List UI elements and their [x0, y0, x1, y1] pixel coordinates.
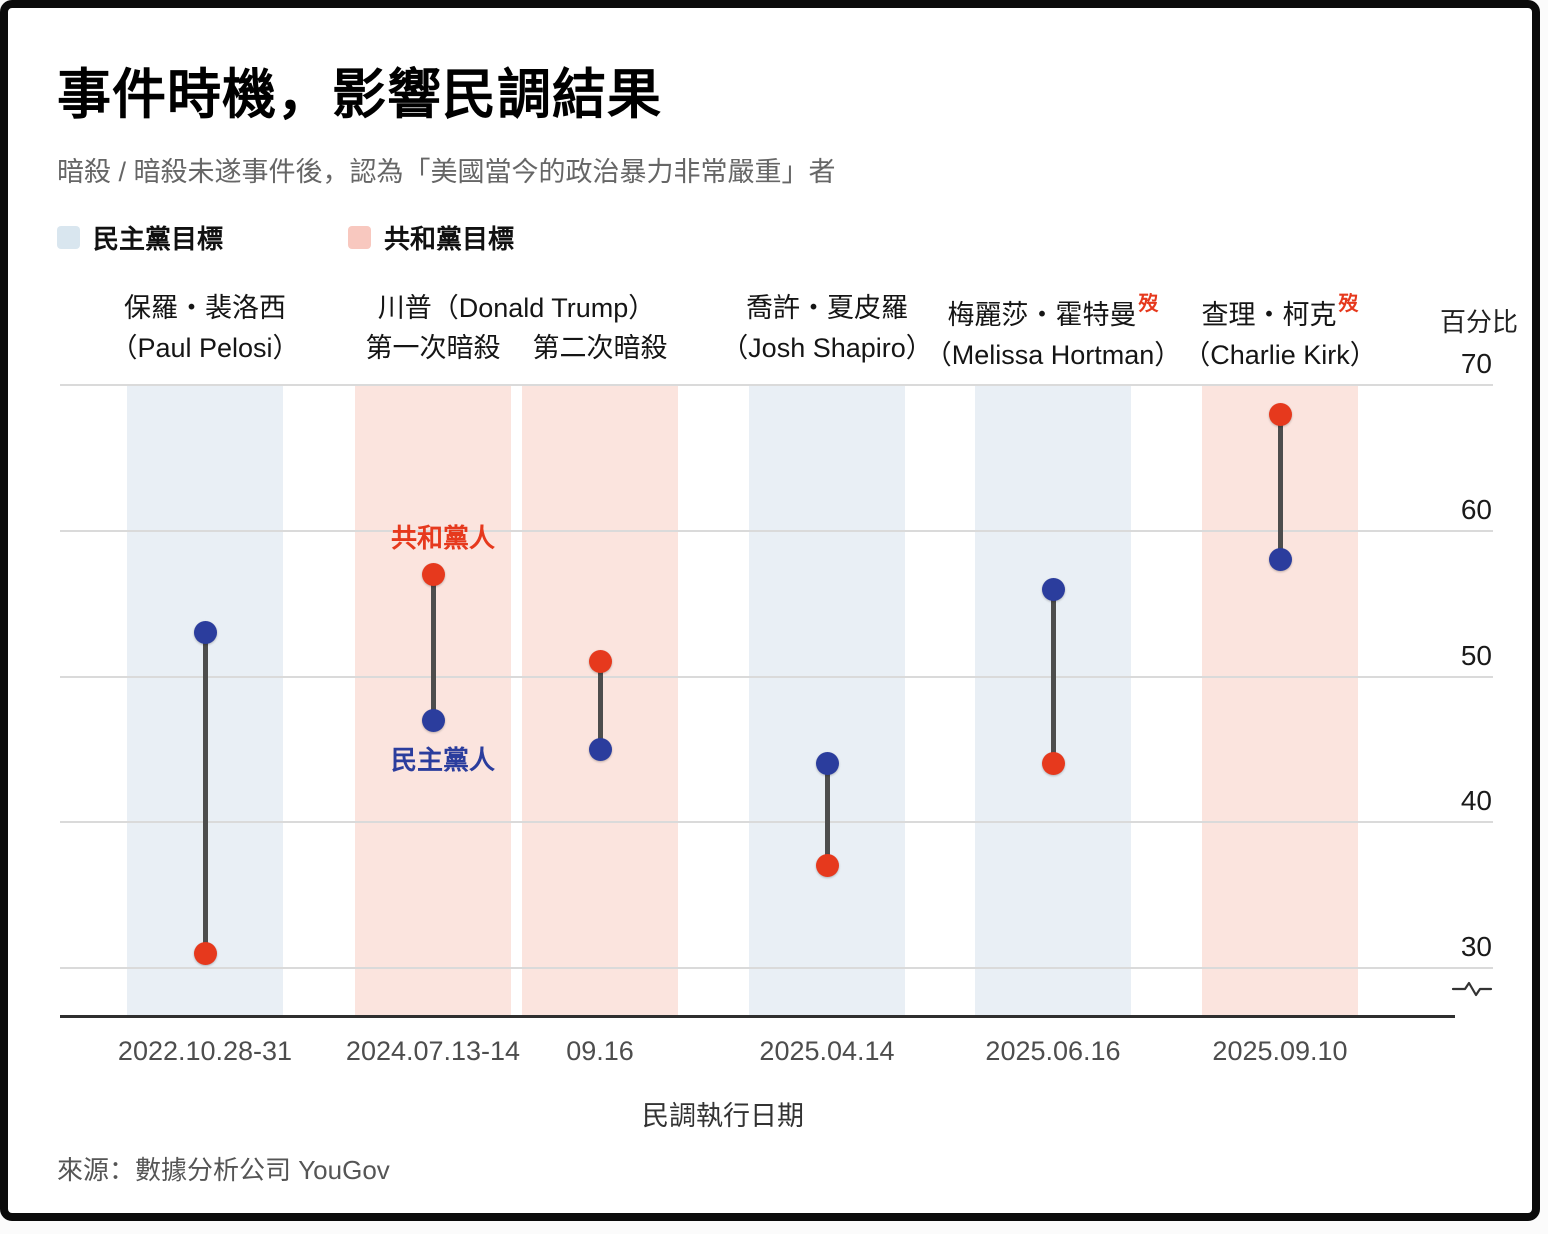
connector-shapiro — [824, 763, 830, 866]
connector-trump-1 — [430, 574, 436, 721]
dot-republican-shapiro — [815, 854, 839, 878]
column-subheader-trump-2: 第二次暗殺 — [532, 333, 668, 363]
target-band-shapiro — [749, 385, 905, 1017]
dot-republican-hortman — [1041, 752, 1065, 776]
y-tick-label-30: 30 — [1460, 931, 1492, 962]
poll-date-hortman: 2025.06.16 — [985, 1036, 1121, 1066]
chart-subtitle: 暗殺 / 暗殺未遂事件後，認為「美國當今的政治暴力非常嚴重」者 — [57, 157, 836, 187]
connector-pelosi — [202, 632, 208, 954]
axis-break-icon — [1451, 981, 1493, 997]
dot-democrat-trump-2 — [588, 737, 612, 761]
deceased-mark: 歿 — [1138, 293, 1159, 315]
column-header-pelosi: 保羅・裴洛西 （Paul Pelosi） — [40, 288, 370, 368]
poll-date-trump-2: 09.16 — [566, 1036, 634, 1066]
legend-label-republican: 共和黨目標 — [384, 223, 515, 254]
event-name-zh: 喬許・夏皮羅 — [746, 293, 908, 323]
event-name-en: （Paul Pelosi） — [110, 333, 300, 363]
column-header-shapiro: 喬許・夏皮羅 （Josh Shapiro） — [662, 288, 992, 368]
dot-democrat-pelosi — [193, 621, 217, 645]
republican-target-swatch — [348, 225, 371, 249]
column-header-trump-span: 川普（Donald Trump） — [377, 293, 656, 323]
y-tick-label-50: 50 — [1460, 639, 1492, 671]
column-subheader-trump-1: 第一次暗殺 — [365, 333, 501, 363]
gridline-70 — [60, 384, 1493, 386]
dot-democrat-hortman — [1041, 577, 1065, 601]
connector-trump-2 — [597, 661, 603, 750]
poll-date-kirk: 2025.09.10 — [1212, 1036, 1348, 1066]
y-tick-label-70: 70 — [1460, 348, 1492, 379]
gridline-40 — [60, 821, 1493, 824]
y-tick-label-40: 40 — [1460, 785, 1492, 817]
connector-kirk — [1277, 414, 1283, 560]
x-axis-title: 民調執行日期 — [642, 1101, 804, 1131]
column-header-hortman: 梅麗莎・霍特曼歿 （Melissa Hortman） — [888, 288, 1218, 375]
dot-democrat-shapiro — [815, 752, 839, 776]
legend: 民主黨目標 共和黨目標 — [57, 224, 857, 254]
column-header-kirk: 查理・柯克歿 （Charlie Kirk） — [1115, 288, 1445, 375]
legend-item-republican: 共和黨目標 — [348, 224, 514, 254]
gridline-50 — [60, 675, 1493, 678]
dot-democrat-trump-1 — [421, 708, 445, 732]
y-tick-label-60: 60 — [1460, 493, 1492, 525]
x-axis-line — [60, 1015, 1455, 1018]
dot-republican-kirk — [1268, 402, 1292, 426]
connector-hortman — [1050, 589, 1056, 764]
legend-item-democrat: 民主黨目標 — [57, 224, 223, 254]
poll-date-pelosi: 2022.10.28-31 — [117, 1036, 293, 1066]
source-note: 來源：數據分析公司 YouGov — [57, 1155, 390, 1185]
legend-label-democrat: 民主黨目標 — [93, 223, 224, 254]
event-name-zh: 保羅・裴洛西 — [124, 293, 286, 323]
event-name-en: （Charlie Kirk） — [1183, 340, 1377, 370]
dot-republican-trump-1 — [421, 562, 445, 586]
chart-title: 事件時機，影響民調結果 — [57, 65, 662, 125]
y-axis-title: 百分比 — [1439, 307, 1518, 337]
deceased-mark: 歿 — [1338, 293, 1359, 315]
gridline-30 — [60, 967, 1493, 969]
event-name-en: （Melissa Hortman） — [924, 340, 1182, 370]
democrats-annotation: 民主黨人 — [390, 745, 495, 776]
event-name-zh: 梅麗莎・霍特曼歿 — [947, 293, 1159, 330]
democrat-target-swatch — [57, 225, 80, 249]
dot-republican-trump-2 — [588, 650, 612, 674]
gridline-60 — [60, 529, 1493, 532]
event-name-zh: 查理・柯克歿 — [1201, 293, 1359, 330]
event-name-en: （Josh Shapiro） — [721, 333, 933, 363]
republicans-annotation: 共和黨人 — [390, 523, 495, 554]
poll-date-shapiro: 2025.04.14 — [759, 1036, 895, 1066]
dot-republican-pelosi — [193, 941, 217, 965]
dot-democrat-kirk — [1268, 548, 1292, 572]
poll-date-trump-1: 2024.07.13-14 — [345, 1036, 521, 1066]
